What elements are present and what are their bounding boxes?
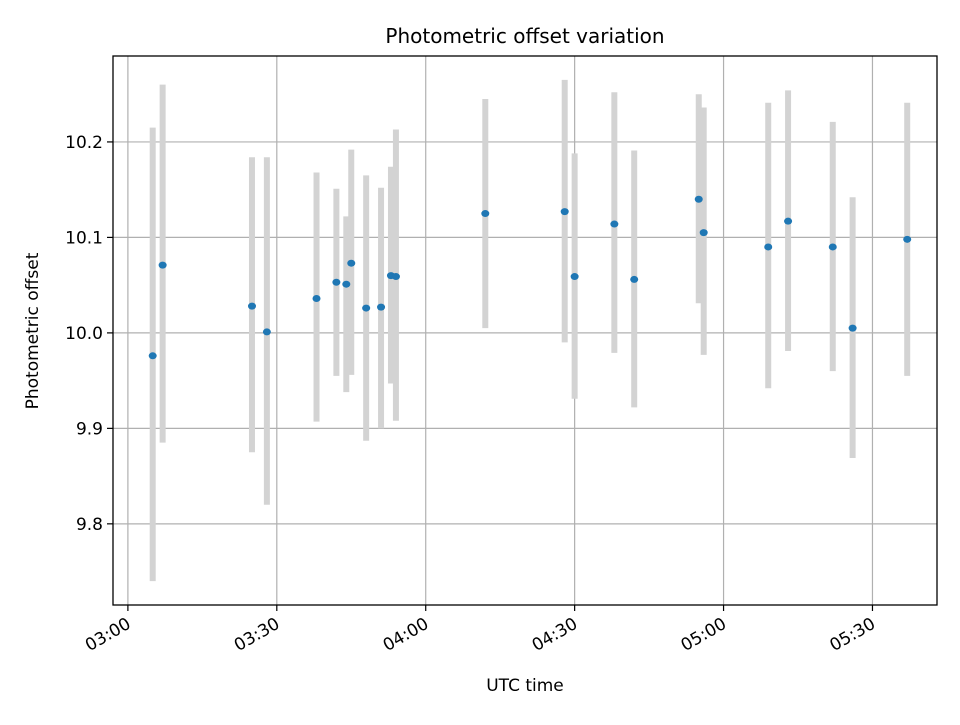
data-point [148, 352, 157, 360]
data-point [342, 280, 351, 288]
y-tick-label: 9.9 [76, 419, 103, 439]
chart-title: Photometric offset variation [385, 24, 664, 48]
data-points [148, 195, 912, 360]
y-tick-label: 10.1 [65, 228, 103, 248]
y-tick-label: 9.8 [76, 515, 103, 535]
data-point [312, 295, 321, 303]
data-point [247, 302, 256, 310]
data-point [560, 208, 569, 216]
data-point [848, 324, 857, 332]
data-point [610, 220, 619, 228]
data-point [764, 243, 773, 251]
data-point [903, 235, 912, 243]
data-point [347, 259, 356, 267]
data-point [377, 303, 386, 311]
data-point [262, 328, 271, 336]
data-point [828, 243, 837, 251]
plot-frame [112, 55, 938, 606]
data-point [570, 273, 579, 281]
data-point [784, 217, 793, 225]
y-axis-label: Photometric offset [23, 252, 43, 409]
x-axis-label: UTC time [486, 676, 564, 696]
y-tick-label: 10.2 [65, 133, 103, 153]
data-point [332, 278, 341, 286]
data-point [481, 210, 490, 218]
data-point [699, 229, 708, 237]
y-tick-label: 10.0 [65, 324, 103, 344]
data-point [391, 273, 400, 281]
data-point [630, 275, 639, 283]
data-point [694, 195, 703, 203]
data-point [158, 261, 167, 269]
data-point [362, 304, 371, 312]
grid-lines [113, 56, 937, 605]
